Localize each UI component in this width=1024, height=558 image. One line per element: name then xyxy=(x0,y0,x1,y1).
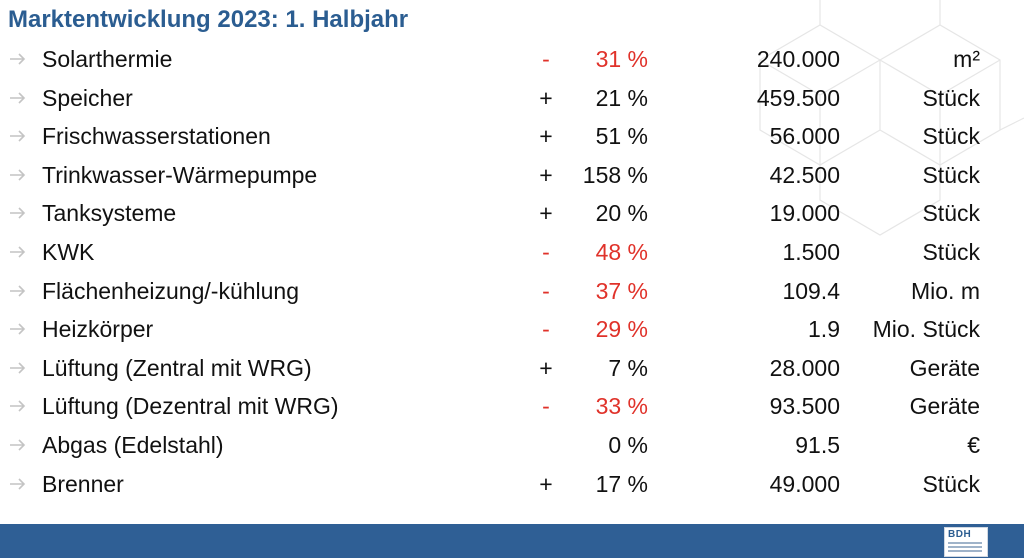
row-value: 42.500 xyxy=(769,161,840,188)
row-percent: 17 % xyxy=(595,470,648,497)
row-sign: - xyxy=(542,316,550,343)
row-value: 91.5 xyxy=(795,431,840,458)
arrow-right-icon xyxy=(10,53,26,65)
arrow-right-icon xyxy=(10,207,26,219)
arrow-right-icon xyxy=(10,362,26,374)
table-row: Lüftung (Zentral mit WRG) +7 % 28.000 Gerät… xyxy=(0,349,1024,388)
row-unit: Stück xyxy=(922,123,980,150)
row-percent: 48 % xyxy=(595,238,648,265)
row-sign: + xyxy=(539,123,553,150)
table-row: Abgas (Edelstahl) 0 % 91.5 € xyxy=(0,426,1024,465)
row-sign: + xyxy=(539,470,553,497)
row-name: Tanksysteme xyxy=(42,200,177,227)
row-unit: m² xyxy=(953,46,980,72)
row-percent: 33 % xyxy=(595,393,648,420)
row-percent: 29 % xyxy=(595,316,648,343)
row-value: 1.9 xyxy=(808,316,840,343)
row-sign: + xyxy=(539,354,553,381)
arrow-right-icon xyxy=(10,477,26,490)
arrow-right-icon xyxy=(10,439,26,451)
arrow-right-icon xyxy=(10,284,26,297)
row-value: 93.500 xyxy=(769,393,840,420)
table-row: KWK - 48 % 1.500 Stück xyxy=(0,233,1024,272)
row-unit: Mio. Stück xyxy=(872,316,980,343)
row-name: Lüftung (Zentral mit WRG) xyxy=(42,354,312,381)
arrow-right-icon xyxy=(10,92,26,104)
arrow-right-icon xyxy=(10,323,26,335)
row-value: 109.4 xyxy=(782,277,840,304)
table-row: Frischwasserstationen +51 % 56.000 Stück xyxy=(0,117,1024,156)
logo-text: BDH xyxy=(948,529,972,540)
logo-subtext-lines xyxy=(948,542,982,554)
market-table: Solarthermie - 31 % 240.000 m² Speicher +21 % 4… xyxy=(0,40,1024,503)
table-row: Brenner +17 % 49.000 Stück xyxy=(0,465,1024,504)
row-percent: 37 % xyxy=(595,277,648,304)
table-row: Tanksysteme +20 % 19.000 Stück xyxy=(0,194,1024,233)
arrow-right-icon xyxy=(10,169,26,181)
row-sign: - xyxy=(542,393,550,420)
table-row: Trinkwasser-Wärmepumpe +158 % 42.500 Stück xyxy=(0,156,1024,195)
row-name: Brenner xyxy=(42,470,124,497)
table-row: Speicher +21 % 459.500 Stück xyxy=(0,79,1024,118)
row-name: Solarthermie xyxy=(42,46,173,72)
row-name: Trinkwasser-Wärmepumpe xyxy=(42,161,318,188)
footer-bar: BDH xyxy=(0,524,1024,558)
row-value: 28.000 xyxy=(769,354,840,381)
row-sign: - xyxy=(542,46,550,72)
table-row: Lüftung (Dezentral mit WRG) - 33 % 93.500 Ge… xyxy=(0,387,1024,426)
row-value: 56.000 xyxy=(769,123,840,150)
row-unit: Geräte xyxy=(909,354,980,381)
table-row: Heizkörper - 29 % 1.9 Mio. Stück xyxy=(0,310,1024,349)
row-percent: 158 % xyxy=(582,161,648,188)
row-name: Speicher xyxy=(42,84,133,111)
arrow-right-icon xyxy=(10,400,26,412)
bdh-logo: BDH xyxy=(944,527,988,557)
row-sign: - xyxy=(542,277,550,304)
row-value: 49.000 xyxy=(769,470,840,497)
row-sign: + xyxy=(539,161,553,188)
row-name: KWK xyxy=(42,238,95,265)
row-percent: 31 % xyxy=(595,46,648,72)
row-unit: Stück xyxy=(922,84,980,111)
row-unit: Stück xyxy=(922,470,980,497)
row-name: Frischwasserstationen xyxy=(42,123,271,150)
row-name: Flächenheizung/-kühlung xyxy=(42,277,300,304)
row-percent: 51 % xyxy=(595,123,648,150)
row-value: 459.500 xyxy=(756,84,840,111)
arrow-right-icon xyxy=(10,246,26,258)
row-name: Heizkörper xyxy=(42,316,154,343)
arrow-right-icon xyxy=(10,130,26,142)
page-title: Marktentwicklung 2023: 1. Halbjahr xyxy=(8,6,409,33)
row-percent: 20 % xyxy=(595,200,648,227)
row-unit: € xyxy=(967,431,980,458)
row-value: 19.000 xyxy=(769,200,840,227)
row-value: 240.000 xyxy=(756,46,840,72)
row-unit: Mio. m xyxy=(911,277,980,304)
row-percent: 7 % xyxy=(608,354,648,381)
row-sign: - xyxy=(542,238,550,265)
row-value: 1.500 xyxy=(782,238,840,265)
row-unit: Stück xyxy=(922,238,980,265)
row-name: Abgas (Edelstahl) xyxy=(42,431,224,458)
row-unit: Stück xyxy=(922,200,980,227)
row-unit: Stück xyxy=(922,161,980,188)
row-sign: + xyxy=(539,200,553,227)
row-unit: Geräte xyxy=(909,393,980,420)
row-sign: + xyxy=(539,84,553,111)
table-row: Flächenheizung/-kühlung - 37 % 109.4 Mio. m xyxy=(0,272,1024,311)
table-row: Solarthermie - 31 % 240.000 m² xyxy=(0,40,1024,79)
row-name: Lüftung (Dezentral mit WRG) xyxy=(42,393,339,420)
row-percent: 0 % xyxy=(608,431,648,458)
row-percent: 21 % xyxy=(595,84,648,111)
